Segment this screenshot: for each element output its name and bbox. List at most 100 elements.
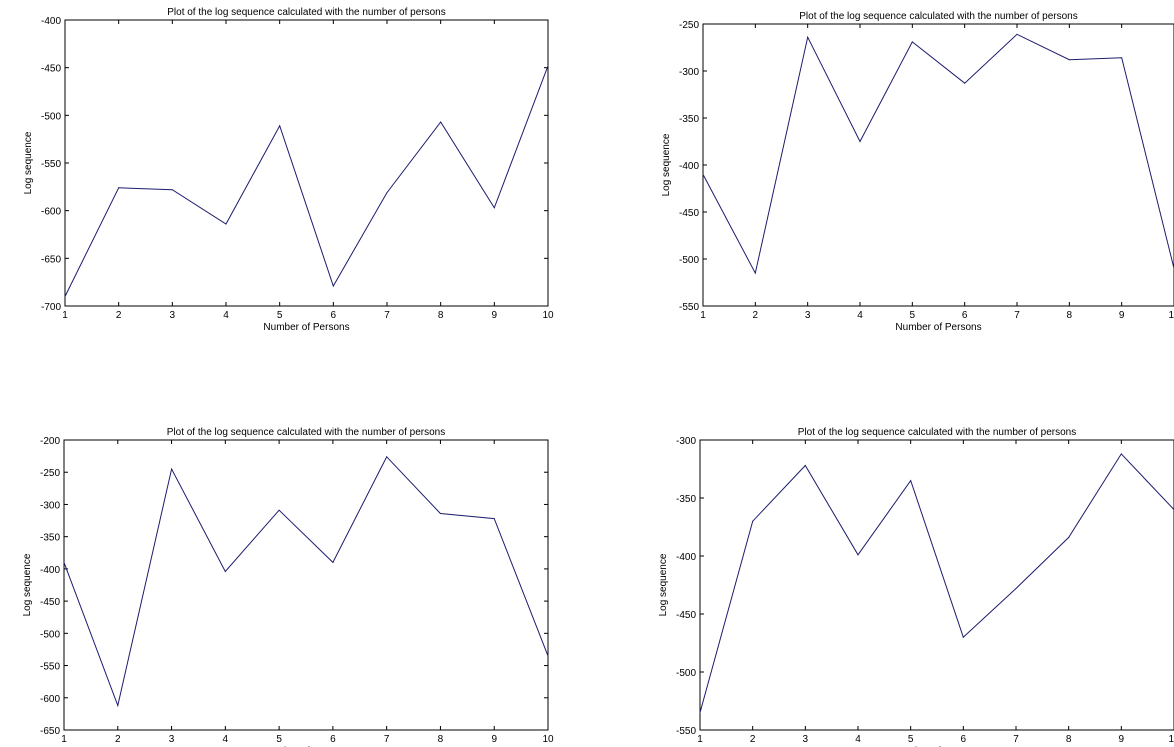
x-tick-label: 8: [1066, 734, 1072, 745]
x-tick-label: 4: [223, 734, 229, 745]
y-tick-label: -550: [40, 662, 60, 673]
x-tick-label: 4: [223, 310, 229, 321]
y-tick-label: -300: [679, 67, 699, 78]
y-tick-label: -250: [40, 468, 60, 479]
data-point: [702, 173, 704, 175]
x-tick-label: 2: [116, 310, 122, 321]
chart-0: Plot of the log sequence calculated with…: [23, 7, 554, 333]
y-tick-label: -500: [40, 629, 60, 640]
y-tick-label: -250: [679, 20, 699, 31]
series-line: [702, 33, 1174, 275]
data-point: [807, 36, 809, 38]
y-tick-label: -700: [41, 302, 61, 313]
data-point: [1016, 33, 1018, 35]
chart-panel-bottom-right: Plot of the log sequence calculated with…: [620, 405, 1174, 747]
series-line: [64, 65, 549, 297]
data-point: [279, 125, 281, 127]
y-axis-label: Log sequence: [658, 553, 669, 616]
x-tick-label: 7: [384, 734, 390, 745]
data-point: [859, 141, 861, 142]
x-tick-label: 8: [438, 734, 444, 745]
plot-area-frame: [699, 439, 1174, 731]
data-point: [964, 82, 966, 84]
data-point: [440, 121, 442, 123]
data-point: [911, 41, 913, 43]
y-tick-label: -550: [41, 159, 61, 170]
y-tick-label: -300: [40, 500, 60, 511]
chart-panel-bottom-left: Plot of the log sequence calculated with…: [0, 405, 560, 747]
x-tick-label: 10: [1168, 310, 1174, 321]
x-tick-label: 9: [492, 310, 498, 321]
x-tick-label: 6: [330, 734, 336, 745]
data-point: [547, 65, 549, 67]
chart-panel-top-right: Plot of the log sequence calculated with…: [620, 0, 1174, 340]
data-point: [493, 518, 495, 520]
data-point: [547, 655, 549, 657]
y-tick-label: -300: [676, 436, 696, 447]
data-point: [1121, 57, 1123, 59]
x-tick-label: 5: [277, 310, 283, 321]
x-tick-label: 1: [700, 310, 706, 321]
x-tick-label: 2: [115, 734, 121, 745]
x-tick-label: 1: [697, 734, 703, 745]
plot-area-frame: [702, 23, 1174, 307]
x-tick-label: 3: [170, 310, 176, 321]
x-tick-label: 7: [384, 310, 390, 321]
data-point: [224, 570, 226, 572]
y-tick-label: -350: [676, 494, 696, 505]
x-tick-label: 8: [1067, 310, 1073, 321]
x-axis-label: Number of Persons: [895, 322, 981, 333]
data-point: [63, 561, 65, 563]
x-tick-label: 7: [1013, 734, 1019, 745]
data-point: [804, 465, 806, 467]
x-tick-label: 6: [331, 310, 337, 321]
x-tick-label: 9: [1119, 734, 1125, 745]
data-point: [278, 509, 280, 511]
data-point: [118, 187, 120, 189]
y-tick-label: -600: [41, 207, 61, 218]
series-line: [699, 453, 1174, 713]
x-tick-label: 7: [1014, 310, 1020, 321]
data-point: [754, 272, 756, 274]
data-point: [857, 554, 859, 556]
x-tick-label: 3: [803, 734, 809, 745]
y-tick-label: -400: [41, 16, 61, 27]
chart-3: Plot of the log sequence calculated with…: [658, 427, 1174, 747]
data-point: [1120, 453, 1122, 455]
y-tick-label: -350: [679, 114, 699, 125]
data-point: [332, 285, 334, 287]
x-tick-label: 4: [855, 734, 861, 745]
y-tick-label: -400: [679, 161, 699, 172]
y-tick-label: -600: [40, 694, 60, 705]
y-tick-label: -450: [676, 610, 696, 621]
x-tick-label: 6: [961, 734, 967, 745]
y-tick-label: -500: [676, 668, 696, 679]
y-tick-label: -650: [40, 726, 60, 737]
y-tick-label: -500: [679, 255, 699, 266]
x-tick-label: 3: [169, 734, 175, 745]
x-tick-label: 2: [753, 310, 759, 321]
x-tick-label: 1: [62, 310, 68, 321]
data-point: [386, 456, 388, 458]
x-tick-label: 10: [542, 734, 554, 745]
data-point: [699, 712, 701, 714]
y-tick-label: -400: [40, 565, 60, 576]
x-tick-label: 8: [438, 310, 444, 321]
y-tick-label: -550: [676, 726, 696, 737]
data-point: [332, 561, 334, 563]
plot-area-frame: [63, 439, 549, 731]
plot-area-frame: [64, 19, 549, 307]
y-axis-label: Log sequence: [23, 131, 34, 194]
x-tick-label: 4: [857, 310, 863, 321]
chart-title: Plot of the log sequence calculated with…: [167, 427, 446, 438]
x-tick-label: 5: [276, 734, 282, 745]
data-point: [1015, 587, 1017, 589]
data-point: [117, 705, 119, 707]
data-point: [386, 192, 388, 194]
data-point: [910, 480, 912, 482]
x-tick-label: 5: [910, 310, 916, 321]
y-tick-label: -450: [40, 597, 60, 608]
data-point: [171, 189, 173, 191]
x-tick-label: 3: [805, 310, 811, 321]
x-tick-label: 10: [542, 310, 554, 321]
